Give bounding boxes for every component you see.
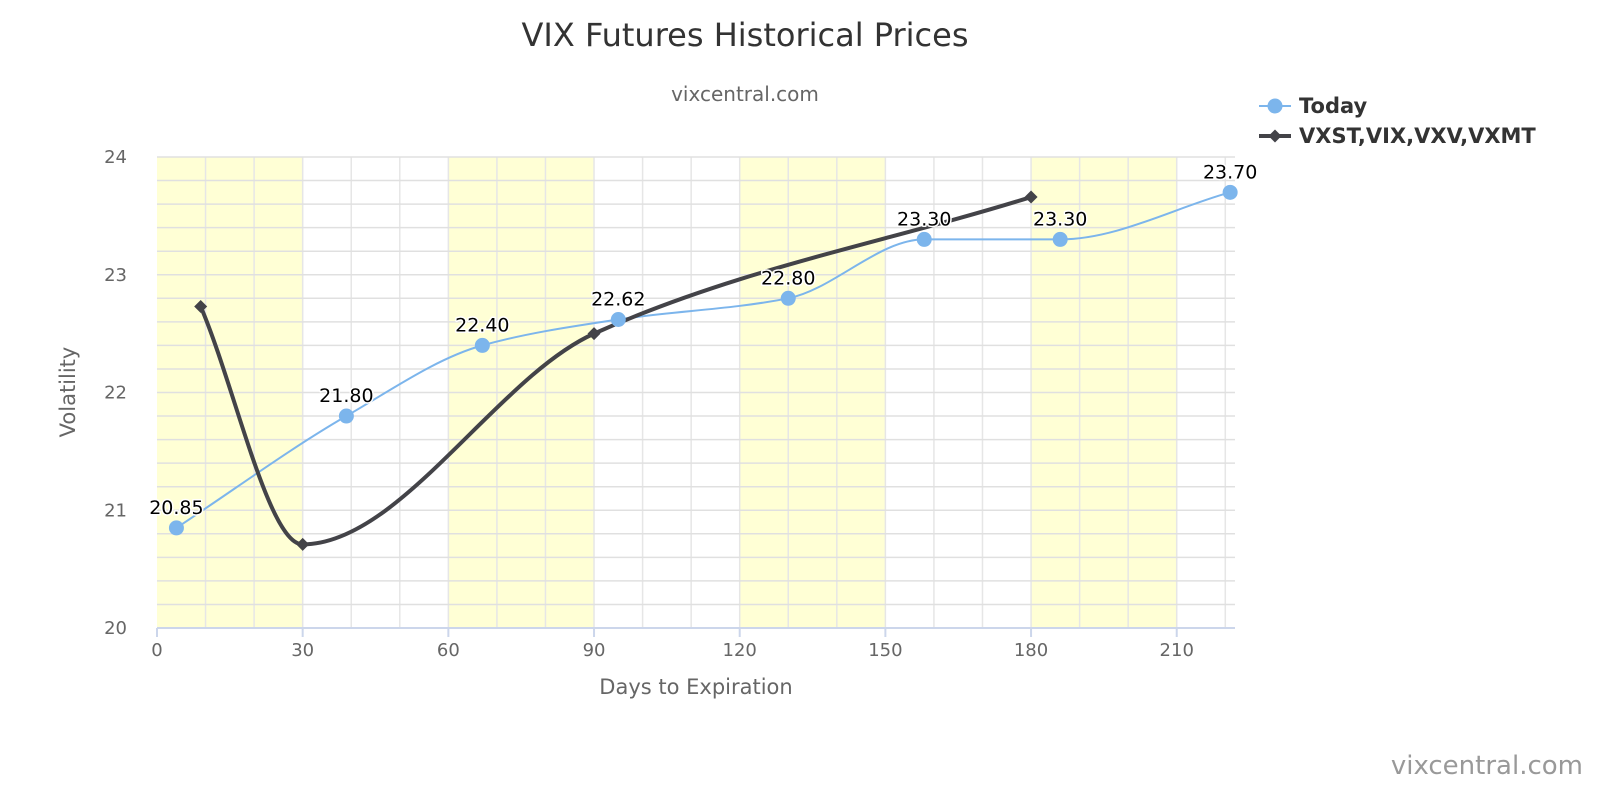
legend-marker bbox=[1267, 98, 1283, 114]
y-tick-label: 24 bbox=[104, 147, 127, 168]
x-tick-label: 90 bbox=[583, 640, 606, 661]
series-0-point[interactable] bbox=[474, 337, 490, 353]
x-tick-label: 210 bbox=[1160, 640, 1194, 661]
series-1-point[interactable] bbox=[1024, 190, 1038, 204]
series-0-point[interactable] bbox=[916, 231, 932, 247]
legend-marker bbox=[1268, 129, 1282, 143]
grid-lines bbox=[157, 156, 1235, 629]
data-label: 23.70 bbox=[1203, 161, 1257, 183]
data-label: 22.62 bbox=[591, 288, 645, 310]
x-tick-label: 120 bbox=[723, 640, 757, 661]
y-tick-label: 21 bbox=[104, 500, 127, 521]
series-0-point[interactable] bbox=[168, 520, 184, 536]
data-label: 22.80 bbox=[761, 267, 815, 289]
data-label: 23.30 bbox=[1033, 208, 1087, 230]
series-1-point[interactable] bbox=[587, 327, 601, 341]
series-0-point[interactable] bbox=[1052, 231, 1068, 247]
series-line-1[interactable] bbox=[198, 195, 1034, 547]
legend-item-1[interactable]: VXST,VIX,VXV,VXMT bbox=[1259, 124, 1536, 148]
x-axis-label: Days to Expiration bbox=[599, 675, 792, 699]
y-tick-label: 23 bbox=[104, 265, 127, 286]
data-label: 23.30 bbox=[897, 208, 951, 230]
series-0-point[interactable] bbox=[1222, 184, 1238, 200]
data-label: 21.80 bbox=[319, 385, 373, 407]
y-axis-ticks: 20 21 22 23 24 bbox=[104, 147, 127, 639]
series-layer: 20.85 21.80 22.40 22.62 22.80 23.30 23.30 23.70 bbox=[148, 160, 1259, 551]
x-tick-label: 150 bbox=[868, 640, 902, 661]
x-axis-ticks: 0 30 60 90 120 150 180 210 bbox=[151, 628, 1194, 661]
legend-label: VXST,VIX,VXV,VXMT bbox=[1299, 124, 1536, 148]
y-tick-label: 20 bbox=[104, 618, 127, 639]
data-label: 20.85 bbox=[149, 497, 203, 519]
legend-label: Today bbox=[1299, 94, 1368, 118]
x-tick-label: 180 bbox=[1014, 640, 1048, 661]
x-tick-label: 30 bbox=[291, 640, 314, 661]
chart-subtitle: vixcentral.com bbox=[671, 82, 819, 106]
y-axis-label: Volatility bbox=[56, 347, 80, 438]
series-1-point[interactable] bbox=[296, 537, 310, 551]
series-1-point[interactable] bbox=[194, 300, 208, 314]
legend[interactable]: Today VXST,VIX,VXV,VXMT bbox=[1259, 94, 1536, 148]
series-0-point[interactable] bbox=[780, 290, 796, 306]
x-tick-label: 60 bbox=[437, 640, 460, 661]
credit-link[interactable]: vixcentral.com bbox=[1391, 751, 1583, 781]
chart-title: VIX Futures Historical Prices bbox=[522, 16, 969, 54]
x-tick-label: 0 bbox=[151, 640, 162, 661]
legend-item-0[interactable]: Today bbox=[1259, 94, 1368, 118]
series-0-point[interactable] bbox=[338, 408, 354, 424]
series-0-point[interactable] bbox=[610, 311, 626, 327]
data-label: 22.40 bbox=[455, 314, 509, 336]
y-tick-label: 22 bbox=[104, 383, 127, 404]
